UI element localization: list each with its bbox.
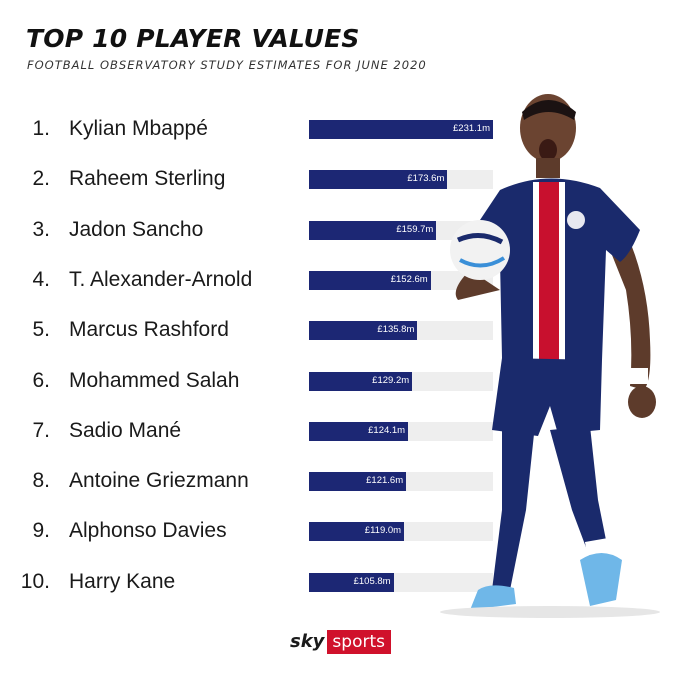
bar: £135.8m xyxy=(309,321,418,341)
chart-subtitle: FOOTBALL OBSERVATORY STUDY ESTIMATES FOR… xyxy=(27,58,427,72)
bar: £173.6m xyxy=(309,170,448,190)
category-label: Alphonso Davies xyxy=(69,519,227,543)
bar-row: 9. Alphonso Davies £119.0m xyxy=(0,517,680,547)
bar-value-label: £135.8m xyxy=(377,324,415,336)
rank-label: 9. xyxy=(32,519,50,543)
bar: £231.1m xyxy=(309,120,493,139)
rank-label: 5. xyxy=(32,318,50,342)
bar-track: £173.6m xyxy=(309,170,493,190)
rank-label: 2. xyxy=(32,167,50,191)
bar-row: 7. Sadio Mané £124.1m xyxy=(0,417,680,447)
bar-row: 6. Mohammed Salah £129.2m xyxy=(0,367,680,397)
bar-track: £135.8m xyxy=(309,321,493,341)
logo-sky-text: sky xyxy=(287,630,328,654)
bar: £119.0m xyxy=(309,522,405,542)
category-label: Raheem Sterling xyxy=(69,167,226,191)
bar-value-label: £173.6m xyxy=(407,173,445,185)
category-label: Mohammed Salah xyxy=(69,368,240,392)
bar-row: 4. T. Alexander-Arnold £152.6m xyxy=(0,266,680,296)
category-label: Kylian Mbappé xyxy=(69,117,208,140)
bar-value-label: £231.1m xyxy=(453,123,490,134)
bar-value-label: £119.0m xyxy=(364,525,402,537)
rank-label: 1. xyxy=(32,117,50,140)
bar-track: £129.2m xyxy=(309,371,493,391)
bar-value-label: £152.6m xyxy=(390,273,428,285)
category-label: Jadon Sancho xyxy=(69,217,204,241)
category-label: Marcus Rashford xyxy=(69,318,229,342)
logo-sports-text: sports xyxy=(327,630,391,654)
bar-value-label: £129.2m xyxy=(372,374,410,386)
bar-track: £159.7m xyxy=(309,220,493,240)
bar-track: £231.1m xyxy=(309,120,493,139)
category-label: T. Alexander-Arnold xyxy=(69,267,253,291)
bar-row: 1. Kylian Mbappé £231.1m xyxy=(0,115,680,145)
category-label: Harry Kane xyxy=(69,569,176,593)
bar-row: 5. Marcus Rashford £135.8m xyxy=(0,316,680,346)
category-label: Antoine Griezmann xyxy=(69,469,249,493)
bar-value-label: £121.6m xyxy=(366,475,404,487)
bar: £105.8m xyxy=(309,572,394,592)
bar-value-label: £124.1m xyxy=(368,424,406,436)
category-label: Sadio Mané xyxy=(69,418,182,442)
rank-label: 7. xyxy=(32,418,50,442)
bar-row: 3. Jadon Sancho £159.7m xyxy=(0,216,680,246)
bar-track: £152.6m xyxy=(309,270,493,290)
sky-sports-logo: sky sports xyxy=(287,630,391,654)
rank-label: 8. xyxy=(32,469,50,493)
bar: £121.6m xyxy=(309,472,407,492)
bar-row: 2. Raheem Sterling £173.6m xyxy=(0,165,680,195)
chart-title: TOP 10 PLAYER VALUES xyxy=(26,24,360,53)
bar: £129.2m xyxy=(309,371,413,391)
bar-track: £124.1m xyxy=(309,421,493,441)
rank-label: 6. xyxy=(32,368,50,392)
bar-track: £105.8m xyxy=(309,572,493,592)
bar: £159.7m xyxy=(309,220,437,240)
rank-label: 10. xyxy=(20,569,50,593)
rank-label: 3. xyxy=(32,217,50,241)
bar-row: 10. Harry Kane £105.8m xyxy=(0,568,680,598)
bar-track: £121.6m xyxy=(309,472,493,492)
bar: £124.1m xyxy=(309,421,409,441)
bar: £152.6m xyxy=(309,270,431,290)
rank-label: 4. xyxy=(32,267,50,291)
player-illustration xyxy=(440,94,660,618)
bar-track: £119.0m xyxy=(309,522,493,542)
bar-row: 8. Antoine Griezmann £121.6m xyxy=(0,467,680,497)
bar-value-label: £105.8m xyxy=(353,575,391,587)
bar-value-label: £159.7m xyxy=(396,223,434,235)
